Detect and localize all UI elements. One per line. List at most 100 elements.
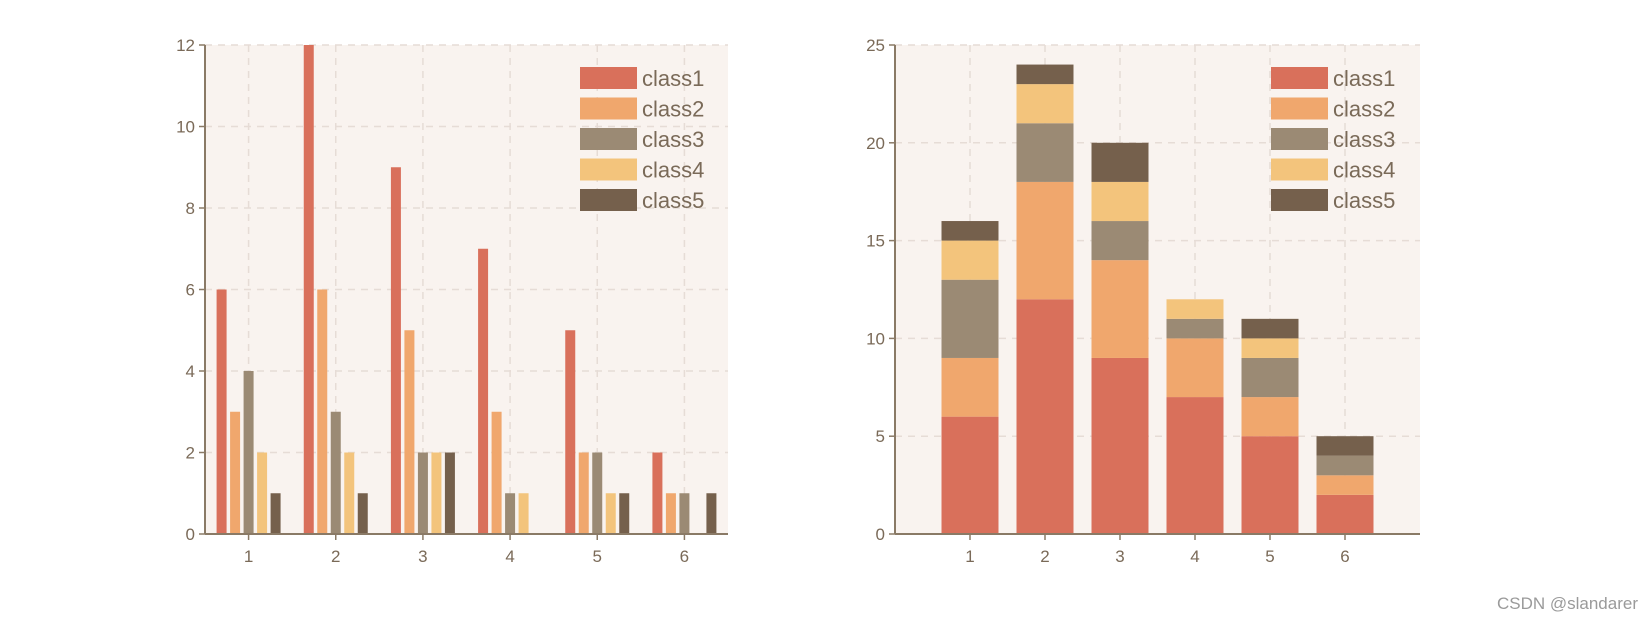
bar-class1-cat-3 (1091, 357, 1149, 534)
x-tick-label: 6 (680, 547, 689, 566)
x-tick-label: 1 (965, 547, 974, 566)
stacked-bar-chart: 0 5 10 15 20 25 1 2 3 4 5 6 class1 class2 class3 class4… (866, 36, 1420, 566)
bar-class4-cat-3 (1091, 181, 1149, 222)
bar-class5-cat-6 (1316, 436, 1374, 456)
bar-class4-cat-4 (1166, 299, 1224, 319)
bar-class2-cat-3 (1091, 260, 1149, 358)
bar-class3-cat-2 (330, 411, 341, 534)
y-tick-label: 10 (176, 118, 195, 137)
bar-class1-cat-4 (478, 248, 489, 534)
bar-class3-cat-5 (1241, 357, 1299, 398)
legend-swatch-class2 (580, 97, 637, 120)
bar-class5-cat-2 (357, 493, 368, 534)
y-tick-label: 12 (176, 36, 195, 55)
y-tick-label: 15 (866, 232, 885, 251)
bar-class1-cat-6 (1316, 494, 1374, 534)
x-tick-label: 4 (505, 547, 514, 566)
watermark: CSDN @slandarer (1496, 594, 1638, 613)
y-tick-label: 4 (186, 362, 195, 381)
y-tick-label: 8 (186, 199, 195, 218)
x-tick-label: 3 (1115, 547, 1124, 566)
bar-class2-cat-1 (941, 357, 999, 417)
x-tick-label: 2 (1040, 547, 1049, 566)
bar-class1-cat-1 (941, 416, 999, 534)
y-tick-label: 2 (186, 444, 195, 463)
bar-class2-cat-1 (230, 411, 241, 534)
bar-class3-cat-3 (417, 452, 428, 534)
bar-class4-cat-1 (257, 452, 268, 534)
bar-class2-cat-3 (404, 330, 415, 534)
x-tick-label: 4 (1190, 547, 1199, 566)
bar-class5-cat-6 (706, 493, 717, 534)
bar-class3-cat-6 (1316, 455, 1374, 476)
y-tick-label: 0 (876, 525, 885, 544)
y-tick-label: 10 (866, 329, 885, 348)
bar-class5-cat-1 (270, 493, 281, 534)
legend-swatch-class3 (1271, 128, 1328, 150)
bar-class5-cat-2 (1016, 64, 1074, 85)
bar-class3-cat-4 (505, 493, 516, 534)
bar-class5-cat-5 (1241, 318, 1299, 339)
bar-class4-cat-1 (941, 240, 999, 280)
legend-swatch-class3 (580, 128, 637, 150)
bar-class1-cat-5 (1241, 436, 1299, 534)
bar-class4-cat-2 (1016, 84, 1074, 124)
bar-class1-cat-1 (216, 289, 227, 534)
bar-class5-cat-3 (444, 452, 455, 534)
bar-class2-cat-6 (665, 493, 676, 534)
y-tick-label: 20 (866, 134, 885, 153)
bar-class3-cat-1 (941, 279, 999, 358)
legend-swatch-class4 (1271, 158, 1328, 181)
bar-class1-cat-2 (1016, 299, 1074, 534)
bar-class2-cat-6 (1316, 475, 1374, 495)
legend-swatch-class4 (580, 158, 637, 181)
bar-class4-cat-2 (344, 452, 355, 534)
bar-class1-cat-2 (303, 45, 314, 534)
y-tick-label: 25 (866, 36, 885, 55)
y-tick-label: 0 (186, 525, 195, 544)
x-tick-label: 1 (244, 547, 253, 566)
legend-swatch-class1 (1271, 67, 1328, 89)
y-tick-label: 6 (186, 281, 195, 300)
legend-label-class4: class4 (1333, 158, 1395, 183)
legend-swatch-class1 (580, 67, 637, 89)
bar-class2-cat-5 (578, 452, 589, 534)
bar-class5-cat-5 (619, 493, 630, 534)
y-tick-label: 5 (876, 427, 885, 446)
legend-label-class5: class5 (1333, 188, 1395, 213)
bar-class2-cat-4 (1166, 338, 1224, 398)
bar-class3-cat-2 (1016, 123, 1074, 182)
bar-class2-cat-2 (1016, 181, 1074, 300)
legend-label-class3: class3 (1333, 127, 1395, 152)
bar-class1-cat-5 (565, 330, 576, 534)
legend-swatch-class5 (1271, 189, 1328, 211)
bar-class3-cat-3 (1091, 221, 1149, 261)
bar-class1-cat-3 (390, 167, 401, 534)
legend-label-class5: class5 (642, 188, 704, 213)
legend-label-class4: class4 (642, 158, 704, 183)
legend-swatch-class2 (1271, 97, 1328, 120)
x-tick-label: 5 (593, 547, 602, 566)
x-tick-label: 5 (1265, 547, 1274, 566)
bar-class4-cat-5 (1241, 338, 1299, 358)
bar-class3-cat-4 (1166, 318, 1224, 339)
x-tick-label: 2 (331, 547, 340, 566)
x-tick-label: 3 (418, 547, 427, 566)
bar-class5-cat-3 (1091, 142, 1149, 182)
x-tick-label: 6 (1340, 547, 1349, 566)
legend-label-class2: class2 (642, 97, 704, 122)
legend-label-class2: class2 (1333, 97, 1395, 122)
bar-class1-cat-4 (1166, 397, 1224, 534)
bar-class3-cat-1 (243, 371, 254, 534)
bar-class4-cat-3 (431, 452, 442, 534)
legend-label-class1: class1 (642, 66, 704, 91)
bar-class1-cat-6 (652, 452, 663, 534)
bar-class2-cat-4 (491, 411, 502, 534)
legend-swatch-class5 (580, 189, 637, 211)
bar-class4-cat-5 (605, 493, 616, 534)
legend-label-class3: class3 (642, 127, 704, 152)
bar-class3-cat-5 (592, 452, 603, 534)
bar-class2-cat-5 (1241, 397, 1299, 437)
